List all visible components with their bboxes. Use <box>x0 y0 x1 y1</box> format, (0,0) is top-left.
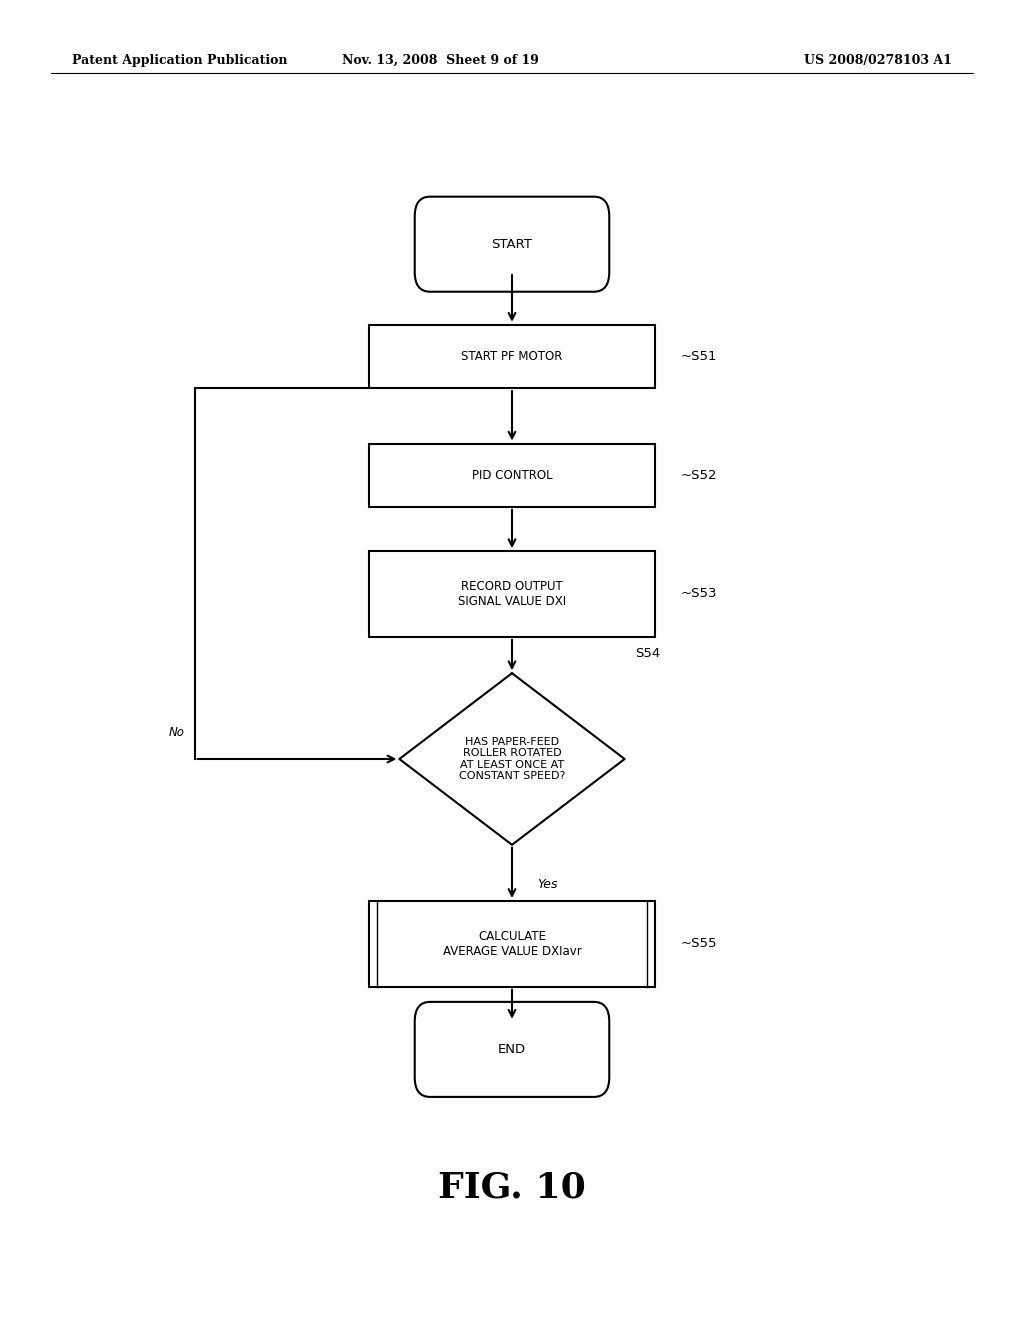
Text: ~S51: ~S51 <box>681 350 718 363</box>
Text: US 2008/0278103 A1: US 2008/0278103 A1 <box>805 54 952 67</box>
Text: No: No <box>168 726 184 739</box>
Text: Yes: Yes <box>538 878 558 891</box>
Text: Nov. 13, 2008  Sheet 9 of 19: Nov. 13, 2008 Sheet 9 of 19 <box>342 54 539 67</box>
Text: Patent Application Publication: Patent Application Publication <box>72 54 287 67</box>
Text: PID CONTROL: PID CONTROL <box>472 469 552 482</box>
Text: CALCULATE
AVERAGE VALUE DXIavr: CALCULATE AVERAGE VALUE DXIavr <box>442 929 582 958</box>
Bar <box>369 444 655 507</box>
Bar <box>369 902 655 987</box>
Text: END: END <box>498 1043 526 1056</box>
Text: ~S52: ~S52 <box>681 469 718 482</box>
Text: S54: S54 <box>635 647 660 660</box>
FancyBboxPatch shape <box>415 1002 609 1097</box>
FancyBboxPatch shape <box>415 197 609 292</box>
Text: HAS PAPER-FEED
ROLLER ROTATED
AT LEAST ONCE AT
CONSTANT SPEED?: HAS PAPER-FEED ROLLER ROTATED AT LEAST O… <box>459 737 565 781</box>
Text: START PF MOTOR: START PF MOTOR <box>462 350 562 363</box>
Text: ~S55: ~S55 <box>681 937 718 950</box>
Text: RECORD OUTPUT
SIGNAL VALUE DXI: RECORD OUTPUT SIGNAL VALUE DXI <box>458 579 566 609</box>
Text: ~S53: ~S53 <box>681 587 718 601</box>
Text: FIG. 10: FIG. 10 <box>438 1171 586 1205</box>
Bar <box>369 552 655 636</box>
Text: START: START <box>492 238 532 251</box>
Bar <box>369 325 655 388</box>
